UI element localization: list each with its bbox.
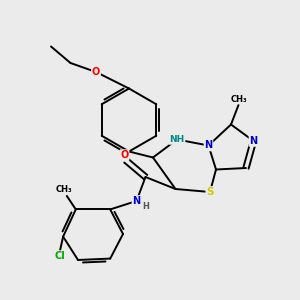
Text: N: N (132, 196, 141, 206)
Text: H: H (143, 202, 149, 211)
Text: S: S (206, 187, 214, 197)
Text: NH: NH (169, 135, 184, 144)
Text: O: O (120, 150, 129, 160)
Text: CH₃: CH₃ (56, 185, 72, 194)
Text: N: N (249, 136, 258, 146)
Text: O: O (92, 67, 100, 77)
Text: CH₃: CH₃ (230, 94, 247, 103)
Text: Cl: Cl (55, 251, 65, 261)
Text: N: N (204, 140, 213, 151)
